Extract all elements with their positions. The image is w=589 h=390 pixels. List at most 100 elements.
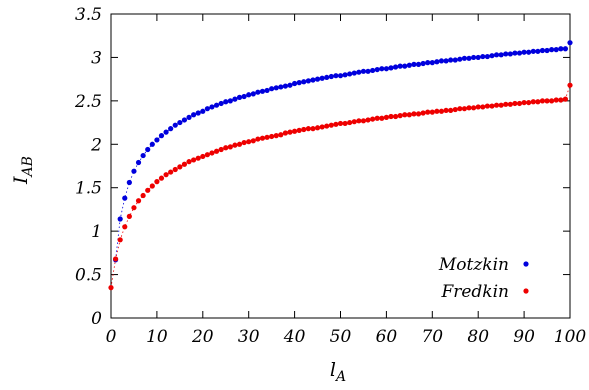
data-point-motzkin [379,66,385,72]
data-point-motzkin [544,47,550,54]
data-point-motzkin [181,117,188,123]
data-point-motzkin [149,141,155,147]
data-point-fredkin [360,118,367,124]
data-point-fredkin [493,102,500,108]
data-point-motzkin [562,46,569,52]
data-point-fredkin [392,113,399,120]
data-point-fredkin [356,118,362,124]
data-point-fredkin [452,106,458,113]
data-point-motzkin [122,195,128,201]
data-point-motzkin [539,47,546,54]
data-point-fredkin [503,101,509,107]
y-tick-label: 0.5 [75,266,102,286]
data-point-motzkin [131,168,137,174]
y-tick-label: 1 [91,222,102,242]
data-point-motzkin [507,51,513,57]
data-point-fredkin [269,133,275,140]
legend: Motzkin Fredkin [438,255,529,302]
data-point-fredkin [365,117,371,123]
data-point-motzkin [535,48,541,54]
y-tick-label: 2.5 [74,92,102,112]
data-point-fredkin [512,100,518,107]
data-point-fredkin [287,129,293,135]
data-point-fredkin [204,152,210,158]
data-point-fredkin [567,82,573,88]
data-point-fredkin [250,138,256,144]
data-point-motzkin [448,57,454,63]
x-tick-label: 30 [238,327,260,347]
data-point-fredkin [223,145,229,151]
data-point-fredkin [434,108,440,114]
data-point-fredkin [255,136,261,142]
data-point-motzkin [140,152,146,159]
data-point-fredkin [388,113,394,120]
data-point-fredkin [425,109,431,115]
data-point-motzkin [255,89,261,95]
data-point-fredkin [195,155,201,161]
data-point-fredkin [539,98,546,104]
data-point-fredkin [484,103,490,109]
data-point-motzkin [287,82,293,88]
data-point-motzkin [296,80,302,86]
data-point-fredkin [145,187,151,193]
data-point-fredkin [324,123,330,129]
data-point-fredkin [158,175,165,181]
data-point-motzkin [204,106,210,112]
data-point-fredkin [227,144,233,150]
data-point-motzkin [347,71,353,77]
data-point-fredkin [347,119,353,126]
data-point-motzkin [438,58,445,64]
data-point-fredkin [415,111,422,117]
x-axis-title-subscript: A [334,369,346,385]
x-tick-label: 60 [376,327,398,347]
data-point-motzkin [420,60,426,67]
data-point-motzkin [246,92,252,98]
data-point-motzkin [406,62,412,68]
data-point-motzkin [434,59,440,65]
data-point-motzkin [493,52,500,58]
data-point-fredkin [154,179,160,185]
data-point-motzkin [392,64,399,70]
data-point-motzkin [503,51,509,57]
data-point-motzkin [218,100,224,107]
data-point-fredkin [553,97,559,103]
data-point-fredkin [333,121,339,127]
data-point-motzkin [365,68,371,74]
data-point-fredkin [475,104,481,110]
y-axis-title-subscript: AB [20,156,36,178]
data-point-motzkin [475,54,481,61]
data-point-fredkin [108,285,114,291]
data-point-fredkin [448,107,454,114]
data-point-fredkin [397,113,403,119]
data-point-motzkin [232,96,238,102]
x-tick-label: 20 [191,327,214,347]
data-point-motzkin [117,216,123,222]
data-point-motzkin [443,58,449,64]
data-point-motzkin [223,99,229,105]
legend-marker-motzkin [523,261,529,267]
data-point-fredkin [443,107,449,114]
x-tick-label: 100 [554,327,587,347]
data-point-motzkin [177,119,183,126]
legend-label-motzkin: Motzkin [438,255,509,275]
data-point-fredkin [507,101,513,107]
data-point-motzkin [310,77,316,83]
data-point-motzkin [360,68,367,74]
data-point-fredkin [140,192,146,199]
data-point-motzkin [278,84,284,90]
data-point-fredkin [131,205,137,211]
data-point-fredkin [282,130,289,136]
data-point-fredkin [186,159,192,165]
data-point-fredkin [549,98,555,104]
data-point-fredkin [112,256,119,262]
data-point-motzkin [163,129,169,135]
data-point-motzkin [383,66,389,72]
data-point-fredkin [370,116,376,122]
data-point-motzkin [526,49,532,55]
y-tick-label: 2 [90,135,102,155]
data-point-fredkin [558,97,564,103]
data-point-motzkin [512,50,518,56]
data-point-fredkin [278,132,284,138]
data-point-fredkin [213,148,220,154]
